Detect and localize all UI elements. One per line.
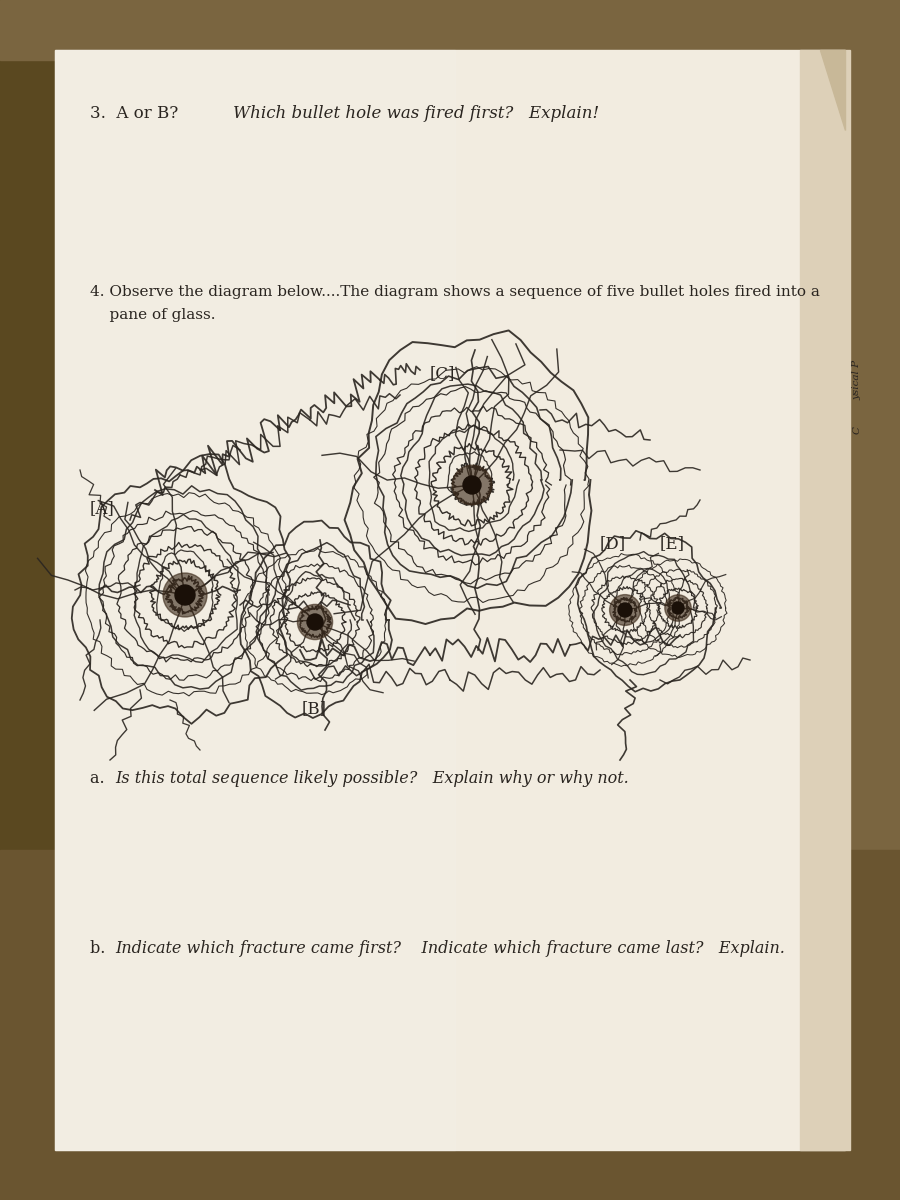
Circle shape: [665, 595, 691, 622]
Circle shape: [452, 466, 491, 505]
Text: Is this total sequence likely possible?   Explain why or why not.: Is this total sequence likely possible? …: [115, 770, 629, 787]
Circle shape: [609, 594, 641, 625]
Bar: [0, 850, 900, 1200]
Text: C: C: [852, 426, 861, 434]
Text: ysical P: ysical P: [852, 360, 861, 400]
Circle shape: [175, 584, 195, 605]
Bar: [0, 0, 900, 60]
Text: [D]: [D]: [600, 535, 626, 552]
Text: pane of glass.: pane of glass.: [90, 308, 215, 322]
Text: Indicate which fracture came first?    Indicate which fracture came last?   Expl: Indicate which fracture came first? Indi…: [115, 940, 785, 958]
Polygon shape: [820, 50, 845, 130]
Bar: [0, 0, 60, 1200]
Text: [B]: [B]: [302, 700, 327, 716]
Text: a.: a.: [90, 770, 115, 787]
Text: [E]: [E]: [660, 535, 685, 552]
Text: 3.  A or B?: 3. A or B?: [90, 104, 189, 122]
Bar: [800, 50, 850, 1150]
Bar: [55, 50, 455, 1150]
Circle shape: [307, 614, 323, 630]
Circle shape: [618, 602, 632, 617]
Text: Which bullet hole was fired first?   Explain!: Which bullet hole was fired first? Expla…: [233, 104, 599, 122]
Text: b.: b.: [90, 940, 115, 958]
Circle shape: [163, 572, 207, 617]
Circle shape: [463, 476, 481, 494]
Text: [A]: [A]: [90, 500, 115, 517]
Circle shape: [297, 605, 333, 640]
Bar: [55, 50, 845, 1150]
Circle shape: [672, 602, 684, 614]
Text: [C]: [C]: [430, 365, 455, 382]
Text: 4. Observe the diagram below....The diagram shows a sequence of five bullet hole: 4. Observe the diagram below....The diag…: [90, 284, 820, 299]
